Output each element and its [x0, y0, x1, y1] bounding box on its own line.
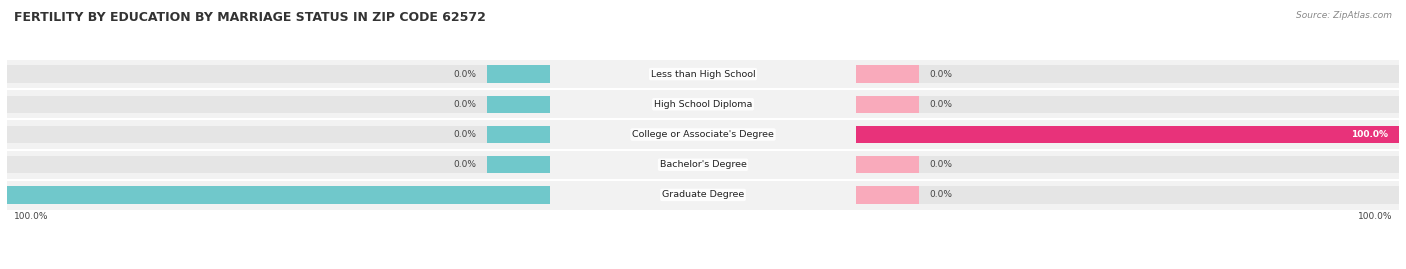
- Bar: [856, 126, 1399, 143]
- Text: 100.0%: 100.0%: [1358, 212, 1392, 221]
- Text: 0.0%: 0.0%: [454, 100, 477, 109]
- Bar: [856, 156, 1399, 174]
- Text: Graduate Degree: Graduate Degree: [662, 190, 744, 199]
- Bar: [7, 180, 1399, 210]
- Bar: [856, 126, 1399, 143]
- Bar: [488, 126, 550, 143]
- Bar: [7, 65, 550, 83]
- Bar: [7, 89, 1399, 119]
- Bar: [856, 156, 918, 174]
- Text: 0.0%: 0.0%: [454, 70, 477, 79]
- Text: 0.0%: 0.0%: [929, 70, 952, 79]
- Bar: [488, 156, 550, 174]
- Bar: [856, 95, 918, 113]
- Bar: [7, 95, 550, 113]
- Text: FERTILITY BY EDUCATION BY MARRIAGE STATUS IN ZIP CODE 62572: FERTILITY BY EDUCATION BY MARRIAGE STATU…: [14, 11, 486, 24]
- Text: 100.0%: 100.0%: [14, 212, 48, 221]
- Text: 0.0%: 0.0%: [929, 100, 952, 109]
- Bar: [488, 95, 550, 113]
- Bar: [856, 186, 918, 204]
- Bar: [7, 126, 550, 143]
- Bar: [7, 59, 1399, 89]
- Text: 0.0%: 0.0%: [929, 190, 952, 199]
- Text: High School Diploma: High School Diploma: [654, 100, 752, 109]
- Text: College or Associate's Degree: College or Associate's Degree: [633, 130, 773, 139]
- Bar: [488, 65, 550, 83]
- Bar: [7, 156, 550, 174]
- Text: 0.0%: 0.0%: [454, 160, 477, 169]
- Bar: [856, 65, 918, 83]
- Bar: [7, 119, 1399, 150]
- Text: Source: ZipAtlas.com: Source: ZipAtlas.com: [1296, 11, 1392, 20]
- Text: Less than High School: Less than High School: [651, 70, 755, 79]
- Bar: [7, 186, 550, 204]
- Bar: [856, 186, 1399, 204]
- Bar: [856, 95, 1399, 113]
- Bar: [7, 186, 550, 204]
- Bar: [7, 150, 1399, 180]
- Text: 100.0%: 100.0%: [1351, 130, 1389, 139]
- Text: 0.0%: 0.0%: [929, 160, 952, 169]
- Text: Bachelor's Degree: Bachelor's Degree: [659, 160, 747, 169]
- Bar: [856, 65, 1399, 83]
- Text: 0.0%: 0.0%: [454, 130, 477, 139]
